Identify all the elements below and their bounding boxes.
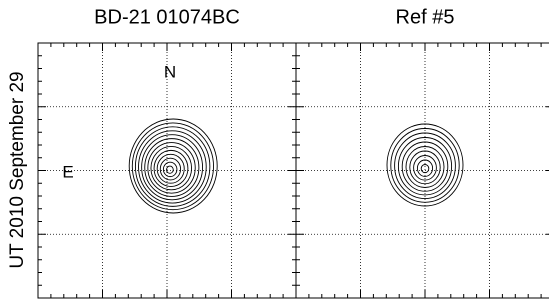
figure: UT 2010 September 29 BD-21 01074BC Ref #… — [0, 0, 549, 302]
contour — [421, 165, 429, 173]
contour — [154, 150, 188, 186]
panel-title: Ref #5 — [396, 6, 455, 28]
east-label: E — [62, 162, 73, 181]
contour — [145, 139, 199, 197]
contour — [417, 160, 432, 176]
contour — [166, 166, 173, 173]
north-label: N — [164, 62, 176, 81]
panel-title: BD-21 01074BC — [94, 6, 240, 28]
contour — [129, 119, 217, 213]
y-axis-label: UT 2010 September 29 — [7, 71, 28, 268]
contour — [163, 162, 177, 176]
